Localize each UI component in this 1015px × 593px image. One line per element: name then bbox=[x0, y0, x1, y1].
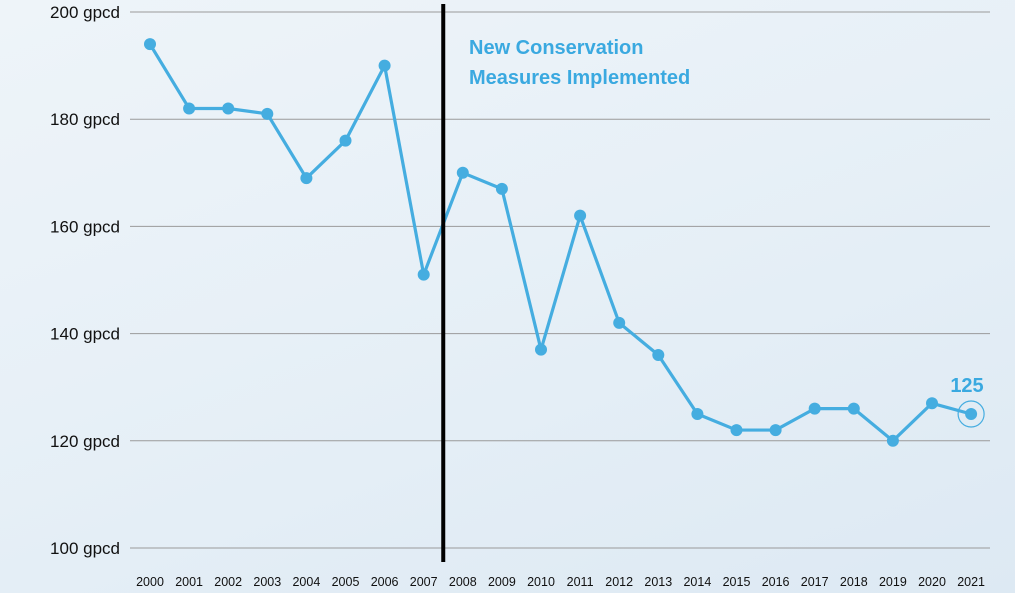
y-tick-label: 120 gpcd bbox=[50, 432, 120, 451]
x-tick-label: 2001 bbox=[175, 575, 203, 589]
x-tick-label: 2020 bbox=[918, 575, 946, 589]
data-point bbox=[965, 408, 978, 420]
x-tick-label: 2003 bbox=[253, 575, 281, 589]
data-point bbox=[847, 402, 860, 415]
data-point bbox=[652, 349, 665, 362]
y-tick-label: 180 gpcd bbox=[50, 110, 120, 129]
grid-layer bbox=[130, 11, 990, 549]
data-point bbox=[535, 343, 547, 356]
series-line bbox=[148, 42, 973, 443]
y-tick-label: 140 gpcd bbox=[50, 325, 120, 344]
annotation-layer: New Conservation Measures Implemented 12… bbox=[469, 37, 984, 397]
x-tick-label: 2011 bbox=[567, 575, 594, 589]
y-tick-label: 100 gpcd bbox=[50, 539, 120, 558]
x-tick-label: 2010 bbox=[527, 575, 555, 589]
x-tick-label: 2012 bbox=[605, 575, 633, 589]
x-tick-label: 2008 bbox=[449, 575, 477, 589]
x-tick-label: 2004 bbox=[292, 575, 320, 589]
x-tick-label: 2016 bbox=[762, 575, 790, 589]
data-point bbox=[808, 402, 821, 415]
data-point bbox=[691, 408, 704, 420]
y-tick-label: 160 gpcd bbox=[50, 217, 120, 236]
x-tick-label: 2013 bbox=[644, 575, 672, 589]
x-tick-label: 2006 bbox=[371, 575, 399, 589]
annotation-line-2: Measures Implemented bbox=[469, 67, 690, 89]
data-point bbox=[926, 397, 938, 410]
x-tick-label: 2014 bbox=[683, 575, 711, 589]
x-tick-label: 2017 bbox=[801, 575, 829, 589]
data-point bbox=[183, 102, 196, 115]
x-tick-label: 2018 bbox=[840, 575, 868, 589]
data-point bbox=[144, 38, 156, 51]
data-point bbox=[769, 424, 782, 437]
annotation-line-1: New Conservation bbox=[469, 37, 643, 59]
data-point bbox=[339, 134, 352, 147]
data-point bbox=[613, 316, 626, 329]
x-tick-label: 2021 bbox=[957, 575, 985, 589]
data-point bbox=[495, 182, 508, 195]
x-tick-label: 2009 bbox=[488, 575, 516, 589]
data-point bbox=[222, 102, 235, 115]
x-tick-label: 2019 bbox=[879, 575, 907, 589]
data-point bbox=[456, 166, 469, 179]
last-value-label: 125 bbox=[950, 375, 983, 397]
data-point bbox=[300, 172, 313, 185]
x-tick-label: 2002 bbox=[214, 575, 242, 589]
data-point bbox=[417, 268, 430, 281]
y-axis-ticks: 100 gpcd 120 gpcd 140 gpcd 160 gpcd 180 gpcd… bbox=[50, 3, 120, 558]
x-tick-label: 2015 bbox=[723, 575, 751, 589]
data-point bbox=[378, 59, 391, 72]
y-tick-label: 200 gpcd bbox=[50, 3, 120, 22]
data-point bbox=[730, 424, 743, 437]
data-point bbox=[261, 107, 274, 120]
highlight-ring bbox=[957, 400, 985, 428]
x-tick-label: 2000 bbox=[136, 575, 164, 589]
x-tick-label: 2005 bbox=[332, 575, 360, 589]
data-point bbox=[574, 209, 587, 222]
data-point bbox=[886, 434, 899, 447]
x-axis-ticks: 2000 2001 2002 2003 2004 2005 2006 2007 2008 2009… bbox=[136, 575, 985, 589]
series-layer bbox=[144, 38, 985, 447]
x-tick-label: 2007 bbox=[410, 575, 438, 589]
